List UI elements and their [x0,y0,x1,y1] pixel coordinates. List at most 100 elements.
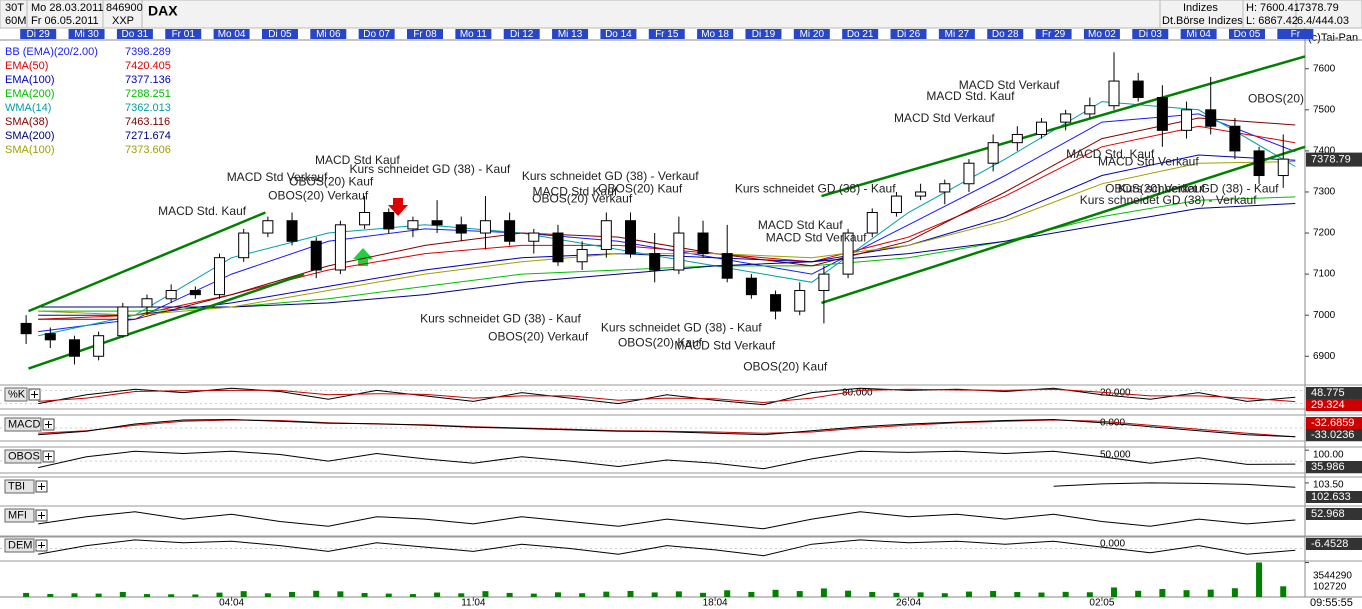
day-label: Mi 04 [1186,29,1211,40]
indicator-line [38,388,1296,404]
volume-bar [1062,591,1069,597]
panel-value: 48.775 [1311,387,1345,399]
candle-body [1277,158,1289,177]
annotation: Kurs schneidet GD (38) - Kauf [1118,182,1279,196]
indicator-line [38,539,1296,557]
candle-body [262,220,274,234]
day-label: Mo 11 [460,29,487,40]
day-box [890,29,927,39]
volume-bar [651,592,658,597]
plus-icon [38,512,45,519]
day-box [455,29,492,39]
candle-body [310,240,322,271]
day-label: Fr 01 [172,29,196,40]
plus-icon [45,453,52,460]
volume-bar [1135,590,1142,597]
panel-title: MACD [8,418,40,430]
volume-bar [1280,586,1287,597]
annotation: OBOS(20) Kauf [618,335,703,349]
y-tick-label: 103.50 [1313,480,1344,491]
y-tick-label: 3544290 [1313,571,1352,582]
day-box [697,29,734,39]
day-label: Mi 30 [74,29,99,40]
header-text: 30T [5,2,24,14]
x-tick-label: 04.04 [219,598,244,609]
legend-value: 7377.136 [125,74,171,86]
volume-bar [458,593,465,597]
day-label: Di 19 [752,29,776,40]
volume-bar [845,590,852,597]
volume-bar [47,593,54,597]
volume-bar [1256,562,1263,597]
candle-body [189,290,201,296]
annotation: OBOS(20) Kauf [289,175,374,189]
annotation: OBOS(20) Verkauf [488,330,589,344]
day-box [842,29,879,39]
candle-body [383,212,395,230]
volume-bar [603,591,610,597]
volume-bar [240,591,247,597]
legend-name: SMA(200) [5,130,55,142]
day-label: Do 05 [1234,29,1261,40]
volume-bar [1111,587,1118,597]
legend-value: 7373.606 [125,144,171,156]
day-label: Mo 18 [701,29,729,40]
legend-name: WMA(14) [5,102,51,114]
annotation: MACD Std Verkauf [766,231,867,245]
candle-body [407,220,419,230]
legend-name: EMA(100) [5,74,55,86]
y-tick-label: 6900 [1313,351,1336,362]
annotation: OBOS(20) [1248,92,1304,106]
day-label: Do 21 [847,29,874,40]
volume-bar [820,588,827,597]
volume-bar [530,593,537,597]
volume-bar [23,592,30,597]
value-box [1306,387,1362,399]
value-box [1306,508,1362,520]
panel-title: DEM [8,539,32,551]
day-label: Do 07 [363,29,390,40]
legend-name: BB (EMA)(20/2.00) [5,46,98,58]
day-label: Di 03 [1139,29,1163,40]
day-box [165,29,202,39]
day-label: Mi 13 [558,29,583,40]
day-label: Mi 06 [316,29,341,40]
y-tick-label: 7000 [1313,310,1336,321]
header-text: Dt.Börse Indizes [1162,15,1243,27]
candle-body [1253,150,1265,177]
volume-last: 102720 [1313,582,1347,593]
day-label: Di 05 [268,29,292,40]
annotation: Kurs schneidet GD (38) - Verkauf [1080,193,1257,207]
legend-value: 7271.674 [125,130,171,142]
candle-body [455,224,467,234]
day-box [213,29,250,39]
candle-body [117,306,129,337]
day-label: Do 14 [605,29,632,40]
candle-body [745,277,757,296]
candle-body [721,253,733,279]
ma-line [38,203,1296,308]
panel-title: MFI [8,509,27,521]
day-box [1035,29,1072,39]
ma-line [38,196,1296,312]
copyright: (c)Tai-Pan [1308,32,1358,44]
volume-bar [941,593,948,597]
day-box [1083,29,1120,39]
day-box [648,29,685,39]
day-box [407,29,444,39]
panel-value: -6.4528 [1311,538,1348,550]
day-box [600,29,637,39]
day-label: Fr 29 [1042,29,1066,40]
volume-bar [216,592,223,597]
day-label: Di 29 [27,29,51,40]
volume-bar [313,590,320,597]
ma-line [38,161,1296,316]
annotation: MACD Std. Kauf [1066,147,1155,161]
volume-bar [965,591,972,597]
y-tick-label: 100.00 [1313,450,1344,461]
candle-body [334,224,346,271]
annotation: Kurs schneidet GD (38) - Kauf [735,182,896,196]
candle-body [1132,80,1144,98]
volume-bar [796,591,803,597]
annotation: MACD Std Kauf [758,218,843,232]
